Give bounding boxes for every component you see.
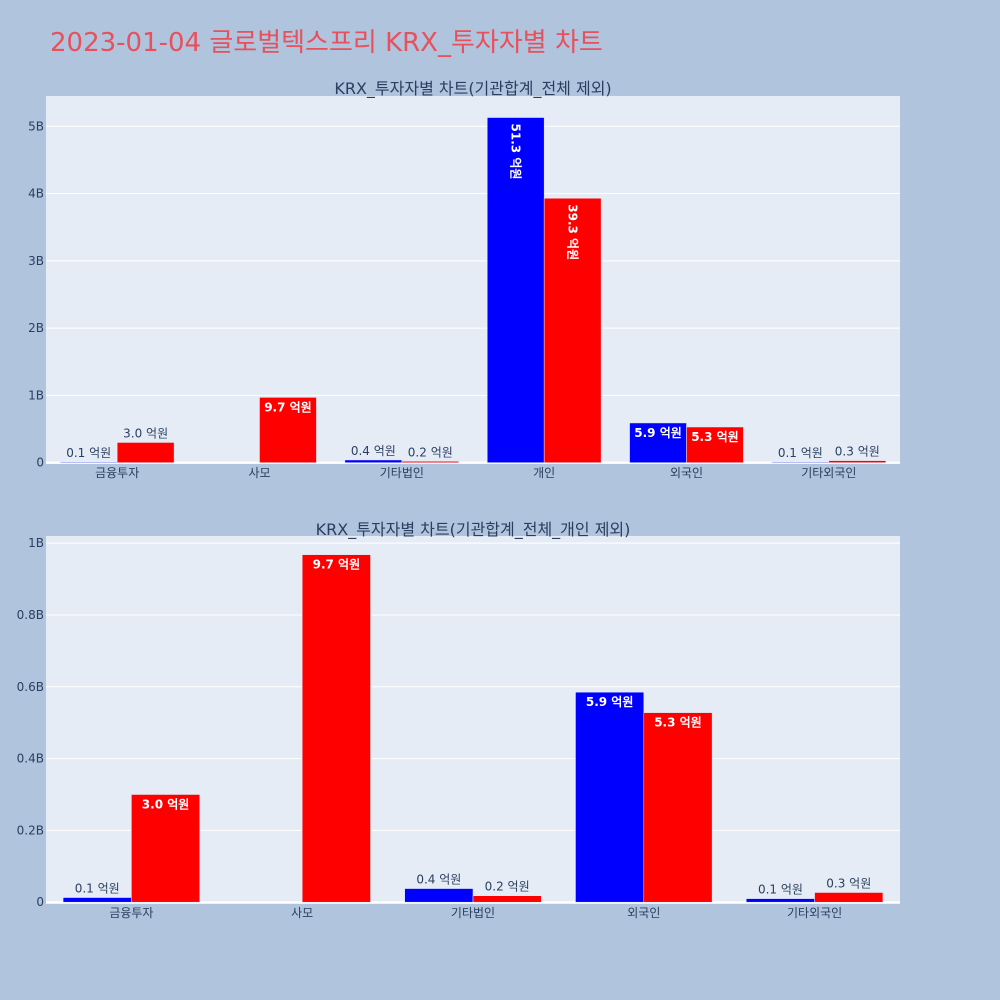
x-tick-label: 금융투자 <box>95 466 139 480</box>
data-label: 0.4 억원 <box>416 873 461 887</box>
bar <box>828 460 887 463</box>
chart-1: 0 1B 2B 3B 4B 5B KRX_투자자별 차트(기관합계_전체 제외) 금융투자 0.… <box>28 79 900 480</box>
data-label: 0.1 억원 <box>758 883 803 897</box>
bar <box>771 461 830 463</box>
bar <box>62 897 132 903</box>
data-label: 0.1 억원 <box>66 446 111 460</box>
data-label: 5.3 억원 <box>691 430 739 444</box>
y-tick-label: 0.2B <box>17 823 44 837</box>
data-label: 39.3 억원 <box>566 204 580 260</box>
y-tick-label: 5B <box>28 119 44 133</box>
bar <box>486 117 545 463</box>
bar <box>814 892 884 903</box>
data-label: 0.2 억원 <box>485 880 530 894</box>
data-label: 51.3 억원 <box>509 124 523 180</box>
bar <box>643 712 713 903</box>
data-label: 0.3 억원 <box>826 877 871 891</box>
page-title: 2023-01-04 글로벌텍스프리 KRX_투자자별 차트 <box>50 28 603 58</box>
plot-area <box>46 96 900 464</box>
y-tick-label: 3B <box>28 254 44 268</box>
chart-2: 0 0.2B 0.4B 0.6B 0.8B 1B KRX_투자자별 차트(기관합계_전체_개… <box>17 520 900 920</box>
bar <box>301 554 371 903</box>
x-tick-label: 개인 <box>533 466 555 480</box>
data-label: 5.3 억원 <box>654 716 702 730</box>
x-tick-label: 사모 <box>291 906 313 920</box>
data-label: 0.4 억원 <box>351 444 396 458</box>
x-tick-label: 기타법인 <box>380 466 424 480</box>
data-label: 5.9 억원 <box>634 426 682 440</box>
x-tick-label: 사모 <box>248 466 270 480</box>
y-tick-label: 0.6B <box>17 680 44 694</box>
x-tick-label: 기타외국인 <box>801 466 856 480</box>
data-label: 0.1 억원 <box>75 882 120 896</box>
data-label: 9.7 억원 <box>313 558 361 572</box>
x-tick-label: 외국인 <box>627 906 660 920</box>
y-tick-label: 0.8B <box>17 608 44 622</box>
x-tick-label: 외국인 <box>670 466 703 480</box>
x-tick-label: 금융투자 <box>109 906 153 920</box>
y-tick-label: 4B <box>28 187 44 201</box>
data-label: 0.3 억원 <box>835 445 880 459</box>
data-label: 9.7 억원 <box>264 400 312 414</box>
data-label: 0.1 억원 <box>778 446 823 460</box>
y-tick-label: 2B <box>28 321 44 335</box>
bar <box>259 397 317 463</box>
bar <box>575 691 645 903</box>
x-tick-label: 기타외국인 <box>787 906 842 920</box>
bar <box>686 426 744 463</box>
data-label: 3.0 억원 <box>142 797 190 811</box>
y-tick-label: 1B <box>28 536 44 550</box>
bar <box>472 895 542 903</box>
y-tick-label: 0.4B <box>17 752 44 766</box>
chart-title: KRX_투자자별 차트(기관합계_전체_개인 제외) <box>316 520 631 540</box>
bar <box>404 888 474 903</box>
y-tick-label: 0 <box>36 895 44 909</box>
y-tick-label: 0 <box>36 456 44 470</box>
bar <box>746 898 815 903</box>
x-tick-label: 기타법인 <box>451 906 495 920</box>
bar <box>59 461 118 463</box>
y-tick-label: 1B <box>28 388 44 402</box>
data-label: 0.2 억원 <box>408 445 453 459</box>
bar <box>116 442 175 463</box>
bar <box>401 461 460 463</box>
bar <box>344 459 403 463</box>
chart-title: KRX_투자자별 차트(기관합계_전체 제외) <box>334 79 611 99</box>
bar <box>131 794 200 903</box>
data-label: 5.9 억원 <box>586 695 634 709</box>
data-label: 3.0 억원 <box>123 426 168 440</box>
bar <box>543 198 602 463</box>
bar <box>629 422 687 463</box>
